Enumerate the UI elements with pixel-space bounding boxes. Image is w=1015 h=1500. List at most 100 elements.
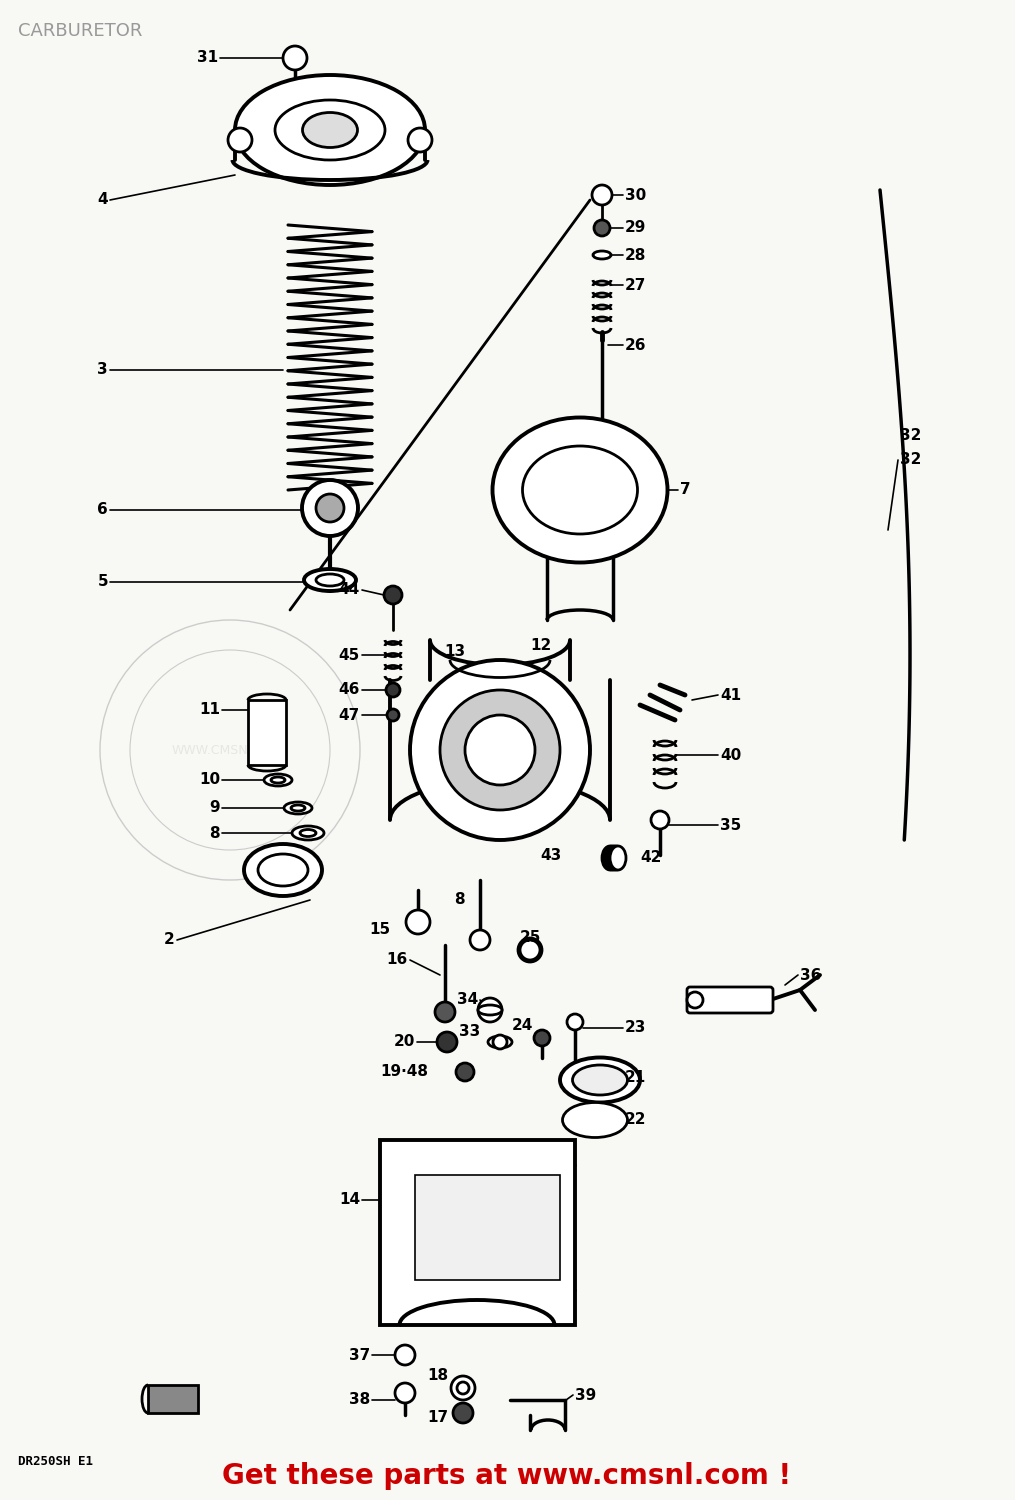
Text: 36: 36 (800, 968, 821, 982)
Circle shape (316, 494, 344, 522)
Ellipse shape (316, 574, 344, 586)
Text: 13: 13 (444, 645, 465, 660)
Ellipse shape (235, 75, 425, 184)
Circle shape (395, 1346, 415, 1365)
Circle shape (435, 1002, 455, 1022)
Text: WWW.CMSNL.COM: WWW.CMSNL.COM (172, 744, 288, 756)
Text: 3: 3 (97, 363, 108, 378)
Text: 5: 5 (97, 574, 108, 590)
Circle shape (386, 682, 400, 698)
Circle shape (395, 1383, 415, 1402)
Text: 29: 29 (625, 220, 647, 236)
Circle shape (520, 940, 540, 960)
Text: 31: 31 (197, 51, 218, 66)
Bar (148, 1384, 198, 1413)
Bar (415, 1174, 560, 1280)
Text: 21: 21 (625, 1071, 647, 1086)
Ellipse shape (271, 777, 285, 783)
Text: 22: 22 (625, 1113, 647, 1128)
Circle shape (451, 1376, 475, 1400)
Ellipse shape (302, 112, 357, 147)
Ellipse shape (610, 846, 626, 870)
Circle shape (453, 1402, 473, 1423)
Text: 23: 23 (625, 1020, 647, 1035)
Text: 46: 46 (339, 682, 360, 698)
Text: CARBURETOR: CARBURETOR (18, 22, 142, 40)
Ellipse shape (572, 1065, 627, 1095)
Ellipse shape (602, 846, 618, 870)
Circle shape (651, 812, 669, 830)
Text: 38: 38 (349, 1392, 370, 1407)
Ellipse shape (291, 806, 304, 812)
Ellipse shape (478, 1005, 502, 1016)
Ellipse shape (292, 827, 324, 840)
Ellipse shape (488, 1036, 512, 1048)
Text: 25: 25 (520, 930, 541, 945)
Circle shape (384, 586, 402, 604)
Text: 15: 15 (368, 922, 390, 938)
Circle shape (567, 1014, 583, 1031)
Circle shape (534, 1030, 550, 1045)
Circle shape (302, 480, 358, 536)
Text: 19·48: 19·48 (380, 1065, 428, 1080)
Circle shape (387, 710, 399, 722)
Text: 30: 30 (625, 188, 647, 202)
Ellipse shape (560, 1058, 640, 1102)
FancyBboxPatch shape (687, 987, 773, 1012)
Text: 28: 28 (625, 248, 647, 262)
Text: 45: 45 (339, 648, 360, 663)
Ellipse shape (244, 844, 322, 895)
Text: 8: 8 (455, 892, 465, 908)
Ellipse shape (593, 251, 611, 260)
Circle shape (406, 910, 430, 934)
Circle shape (478, 998, 502, 1022)
Circle shape (465, 716, 535, 784)
Text: 42: 42 (640, 850, 662, 865)
Circle shape (228, 128, 252, 152)
Text: 27: 27 (625, 278, 647, 292)
Text: 35: 35 (720, 818, 741, 833)
Text: 17: 17 (427, 1410, 448, 1425)
Text: 43: 43 (540, 847, 561, 862)
Ellipse shape (304, 568, 356, 591)
Circle shape (470, 930, 490, 950)
Text: DR250SH E1: DR250SH E1 (18, 1455, 93, 1468)
Text: 4: 4 (97, 192, 108, 207)
Ellipse shape (562, 1102, 627, 1137)
Text: 12: 12 (530, 638, 551, 652)
Ellipse shape (284, 802, 312, 814)
Circle shape (457, 1382, 469, 1394)
Circle shape (410, 660, 590, 840)
Text: 37: 37 (349, 1347, 370, 1362)
Text: 11: 11 (199, 702, 220, 717)
Circle shape (594, 220, 610, 236)
Text: 9: 9 (209, 801, 220, 816)
Ellipse shape (523, 446, 637, 534)
Circle shape (439, 690, 560, 810)
Text: 6: 6 (97, 503, 108, 518)
Ellipse shape (275, 100, 385, 160)
Text: 32: 32 (900, 453, 922, 468)
Circle shape (687, 992, 703, 1008)
Ellipse shape (492, 417, 668, 562)
Ellipse shape (518, 938, 542, 962)
Ellipse shape (264, 774, 292, 786)
Text: 26: 26 (625, 338, 647, 352)
Text: 32: 32 (900, 427, 922, 442)
Circle shape (437, 1032, 457, 1052)
Text: 14: 14 (339, 1192, 360, 1208)
Ellipse shape (258, 853, 308, 886)
Ellipse shape (606, 846, 622, 870)
Text: 16: 16 (387, 952, 408, 968)
Text: 47: 47 (339, 708, 360, 723)
Circle shape (408, 128, 432, 152)
Text: Get these parts at www.cmsnl.com !: Get these parts at www.cmsnl.com ! (222, 1462, 792, 1490)
Text: 44: 44 (339, 582, 360, 597)
Bar (248, 700, 286, 765)
Text: 8: 8 (209, 825, 220, 840)
Ellipse shape (604, 846, 620, 870)
Text: 33: 33 (459, 1024, 480, 1039)
Text: 24: 24 (512, 1017, 533, 1032)
Circle shape (283, 46, 307, 70)
Text: 34: 34 (457, 993, 478, 1008)
